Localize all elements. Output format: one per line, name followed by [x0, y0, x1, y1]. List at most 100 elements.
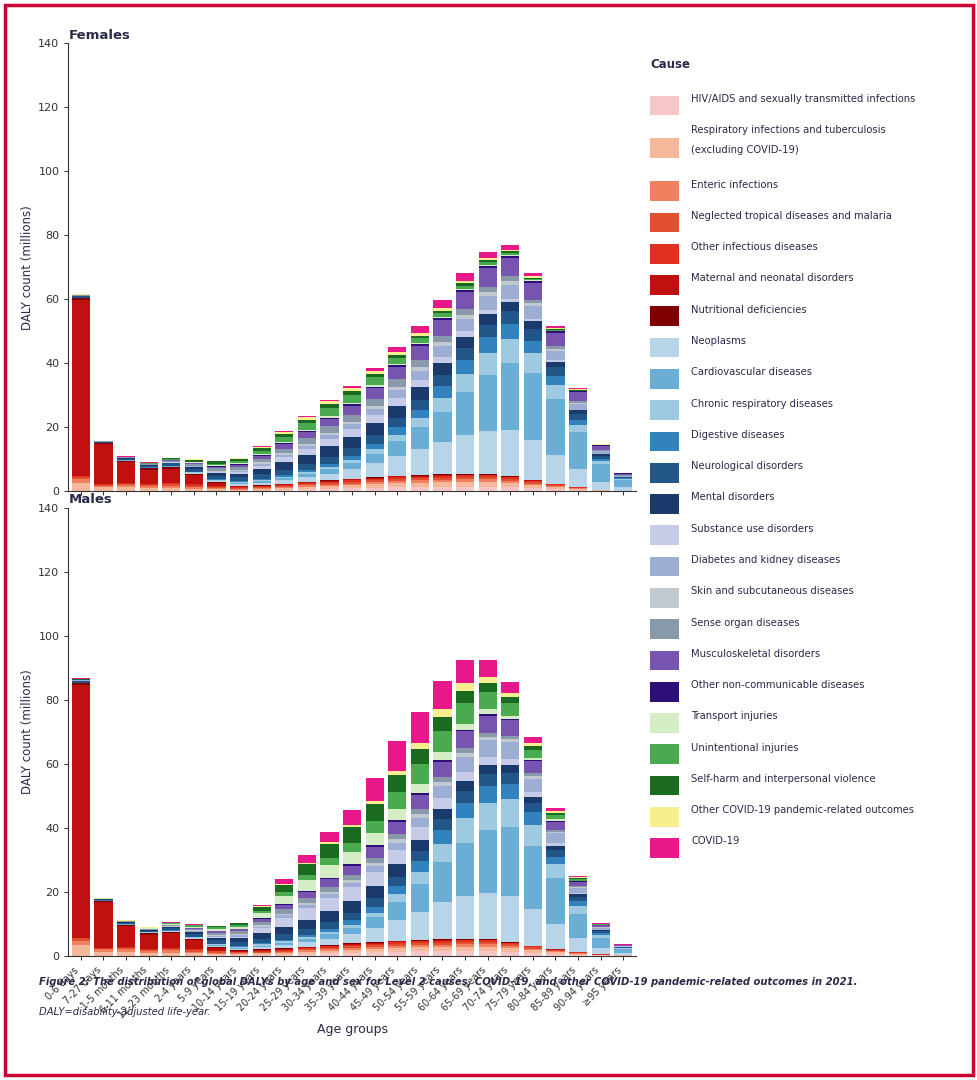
Bar — [650, 775, 678, 795]
Bar — [569, 939, 586, 953]
Bar — [455, 703, 474, 724]
Bar — [320, 939, 338, 945]
Bar — [252, 454, 271, 455]
Bar — [569, 410, 586, 414]
Bar — [320, 832, 338, 842]
Bar — [478, 943, 496, 944]
Bar — [388, 946, 405, 948]
Bar — [433, 798, 451, 809]
Bar — [343, 469, 361, 478]
Bar — [320, 922, 338, 929]
Bar — [71, 480, 90, 483]
Text: Transport injuries: Transport injuries — [691, 712, 777, 721]
Bar — [185, 474, 202, 475]
Bar — [298, 431, 316, 432]
Bar — [433, 475, 451, 477]
Bar — [298, 907, 316, 920]
Bar — [478, 482, 496, 487]
Bar — [650, 556, 678, 577]
Bar — [388, 457, 405, 475]
Bar — [433, 320, 451, 336]
Bar — [591, 459, 609, 461]
Bar — [140, 950, 157, 953]
Bar — [546, 386, 564, 399]
Bar — [455, 487, 474, 491]
Bar — [591, 456, 609, 459]
Bar — [650, 495, 678, 514]
Bar — [524, 773, 541, 777]
Bar — [388, 842, 405, 850]
Bar — [650, 681, 678, 702]
Bar — [117, 951, 135, 956]
Bar — [230, 461, 248, 463]
Bar — [365, 422, 383, 435]
Bar — [388, 886, 405, 894]
Bar — [320, 843, 338, 858]
Bar — [478, 710, 496, 714]
Bar — [524, 373, 541, 440]
Bar — [275, 487, 293, 488]
Bar — [388, 809, 405, 820]
Bar — [501, 480, 519, 481]
Bar — [343, 842, 361, 852]
Bar — [478, 268, 496, 286]
Bar — [162, 923, 180, 924]
Bar — [501, 281, 519, 285]
Bar — [410, 326, 429, 333]
Bar — [501, 481, 519, 484]
Bar — [388, 435, 405, 441]
Bar — [95, 487, 112, 491]
Bar — [298, 920, 316, 929]
Bar — [433, 753, 451, 760]
Bar — [501, 759, 519, 765]
Bar — [478, 337, 496, 353]
Bar — [410, 814, 429, 818]
Bar — [478, 314, 496, 325]
Bar — [365, 386, 383, 387]
Bar — [501, 252, 519, 253]
Bar — [455, 475, 474, 477]
Bar — [478, 941, 496, 943]
Bar — [230, 474, 248, 477]
Bar — [524, 283, 541, 299]
Bar — [207, 488, 226, 489]
Bar — [478, 947, 496, 951]
Bar — [185, 486, 202, 487]
Bar — [569, 402, 586, 403]
Bar — [252, 933, 271, 939]
Bar — [501, 765, 519, 773]
Bar — [365, 374, 383, 378]
Bar — [388, 357, 405, 364]
Bar — [478, 253, 496, 258]
Bar — [524, 488, 541, 491]
Bar — [433, 941, 451, 943]
Bar — [546, 954, 564, 956]
Bar — [162, 458, 180, 459]
Bar — [275, 490, 293, 491]
Bar — [365, 409, 383, 415]
Bar — [455, 951, 474, 956]
Bar — [298, 448, 316, 455]
Bar — [455, 288, 474, 289]
Bar — [410, 748, 429, 764]
Bar — [71, 681, 90, 683]
Bar — [569, 432, 586, 469]
Bar — [275, 486, 293, 487]
Bar — [230, 472, 248, 474]
Bar — [410, 476, 429, 478]
Bar — [524, 307, 541, 319]
Bar — [478, 660, 496, 677]
Bar — [433, 480, 451, 483]
Bar — [455, 285, 474, 288]
Bar — [650, 650, 678, 671]
Bar — [569, 914, 586, 939]
Bar — [275, 457, 293, 462]
Bar — [275, 941, 293, 943]
Bar — [433, 945, 451, 947]
Bar — [591, 931, 609, 933]
Bar — [501, 735, 519, 739]
Bar — [501, 484, 519, 487]
Bar — [230, 950, 248, 951]
Bar — [410, 367, 429, 370]
Bar — [230, 935, 248, 936]
